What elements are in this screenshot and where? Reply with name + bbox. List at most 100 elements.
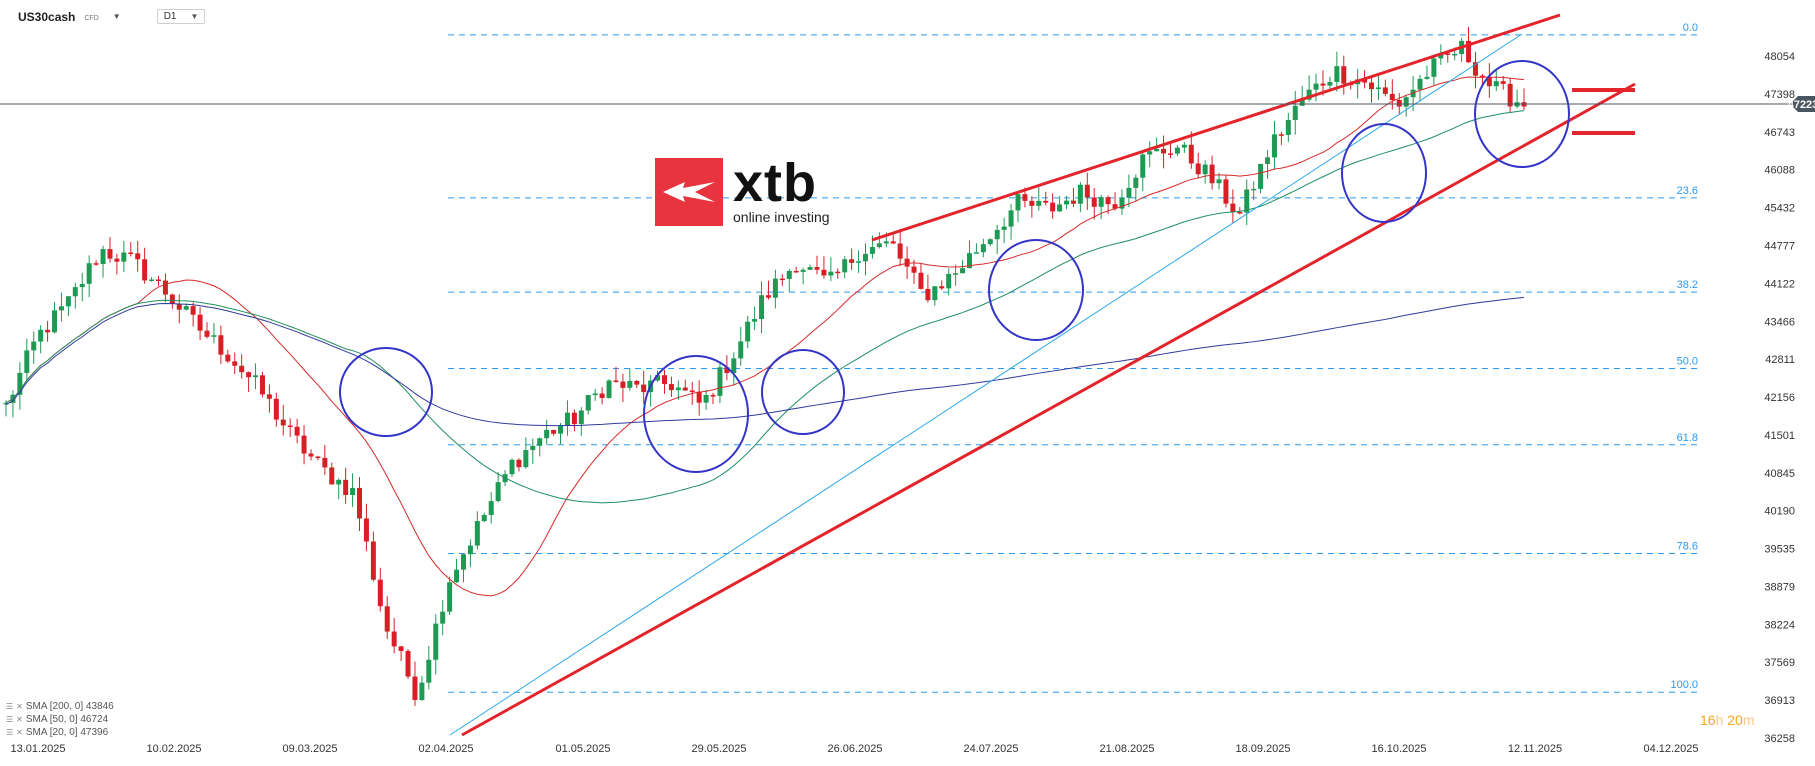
candle-body [17, 372, 23, 395]
close-icon[interactable]: ✕ [16, 728, 23, 737]
candle-body [1029, 200, 1035, 206]
candle-body [52, 310, 58, 333]
candle-body [1251, 188, 1257, 191]
candle-body [322, 457, 328, 468]
blue-trendline [449, 33, 1523, 736]
y-tick-label: 46743 [1764, 127, 1795, 139]
candle-body [966, 253, 972, 269]
candle-body [1174, 147, 1180, 154]
candle-body [1278, 134, 1284, 136]
current-price-tag [1790, 96, 1815, 113]
candle-body [114, 258, 120, 262]
legend-row-sma200[interactable]: ☰ ✕ SMA [200, 0] 43846 [6, 700, 114, 713]
candle-body [661, 375, 667, 385]
legend-row-sma50[interactable]: ☰ ✕ SMA [50, 0] 46724 [6, 713, 114, 726]
y-tick-label: 37569 [1764, 657, 1795, 669]
y-tick-label: 48054 [1764, 51, 1795, 63]
candle-body [953, 273, 959, 275]
candle-body [1396, 100, 1402, 107]
candle-body [1084, 184, 1090, 198]
candle-body [544, 429, 550, 439]
candle-body [162, 280, 168, 295]
candle-body [1334, 66, 1340, 83]
settings-icon[interactable]: ☰ [6, 715, 14, 724]
settings-icon[interactable]: ☰ [6, 702, 14, 711]
candle-body [1147, 151, 1153, 155]
settings-icon[interactable]: ☰ [6, 728, 14, 737]
y-tick-label: 36258 [1764, 733, 1795, 745]
y-tick-label: 38224 [1764, 619, 1795, 631]
candle-body [72, 287, 78, 297]
xtb-logo-mark [655, 158, 723, 226]
candle-body [391, 631, 397, 647]
candle-body [398, 646, 404, 651]
candle-body [828, 271, 834, 276]
candle-body [994, 229, 1000, 240]
candle-body [239, 365, 245, 373]
candle-body [433, 623, 439, 660]
legend-row-sma20[interactable]: ☰ ✕ SMA [20, 0] 47396 [6, 726, 114, 739]
candle-body [821, 269, 827, 276]
close-icon[interactable]: ✕ [16, 715, 23, 724]
candle-body [1244, 189, 1250, 213]
countdown-m-unit: m [1742, 712, 1755, 728]
candle-body [190, 306, 196, 315]
close-icon[interactable]: ✕ [16, 702, 23, 711]
highlight-circle [761, 349, 845, 435]
y-tick-label: 36913 [1764, 695, 1795, 707]
candle-body [1452, 53, 1458, 56]
fib-label-50.0: 50.0 [1677, 355, 1698, 367]
x-tick-label: 09.03.2025 [282, 743, 337, 755]
candle-body [904, 258, 910, 267]
candle-body [717, 367, 723, 396]
candle-body [1417, 78, 1423, 90]
candle-body [315, 456, 321, 459]
candle-body [329, 467, 335, 485]
candle-body [58, 306, 64, 311]
candle-body [1438, 53, 1444, 59]
candle-body [585, 395, 591, 411]
candle-body [842, 259, 848, 273]
fib-label-100.0: 100.0 [1670, 679, 1698, 691]
candle-body [1133, 177, 1139, 188]
candle-body [1195, 163, 1201, 175]
candle-body [1472, 62, 1478, 76]
candle-body [1161, 148, 1167, 154]
symbol-label[interactable]: US30cash [18, 9, 76, 24]
candle-body [939, 286, 945, 289]
timeframe-select[interactable]: D1 ▼ [156, 9, 206, 24]
x-tick-label: 18.09.2025 [1235, 743, 1290, 755]
candle-body [1223, 179, 1229, 204]
candle-body [447, 582, 453, 612]
highlight-circle [988, 239, 1084, 341]
candle-body [149, 279, 155, 282]
logo-tagline: online investing [733, 209, 830, 225]
candle-body [426, 659, 432, 683]
candle-body [169, 294, 175, 304]
candle-body [121, 252, 127, 262]
candle-body [752, 319, 758, 322]
candle-body [1341, 66, 1347, 84]
symbol-type-label: CFD [84, 14, 99, 22]
candle-body [1424, 76, 1430, 79]
candle-body [273, 398, 279, 420]
symbol-dropdown-icon[interactable]: ▼ [112, 12, 121, 21]
timeframe-dropdown-icon: ▼ [190, 12, 199, 21]
candle-body [1493, 81, 1499, 87]
sma-50-line [5, 110, 1525, 504]
xtb-logo: xtb online investing [655, 156, 830, 226]
candle-body [509, 459, 515, 475]
candle-body [1202, 164, 1208, 175]
candle-body [79, 283, 85, 288]
candle-body [405, 650, 411, 677]
candle-body [1188, 144, 1194, 164]
candle-body [128, 252, 134, 254]
candle-body [31, 341, 37, 351]
x-tick-label: 16.10.2025 [1371, 743, 1426, 755]
candle-body [1320, 83, 1326, 86]
y-tick-label: 40845 [1764, 468, 1795, 480]
countdown-h-unit: h [1715, 712, 1724, 728]
fib-label-61.8: 61.8 [1677, 432, 1698, 444]
